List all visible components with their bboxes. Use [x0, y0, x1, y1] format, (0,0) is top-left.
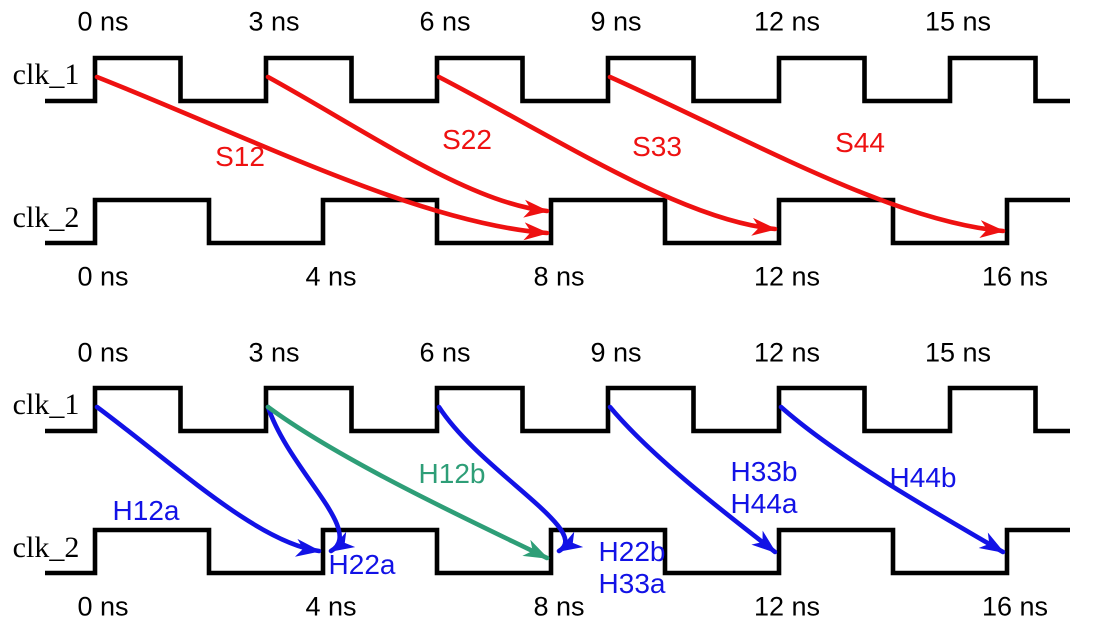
clk-2-waveform-setup-panel	[45, 197, 1070, 246]
time-label-setup-panel-clk-2: 4 ns	[305, 261, 357, 292]
arrow-h12b	[265, 404, 550, 561]
time-label-hold-panel-clk-1: 9 ns	[590, 337, 642, 368]
clk-2-waveform-hold-panel	[45, 527, 1070, 576]
arrow-s33	[436, 74, 778, 236]
time-label-hold-panel-clk-2: 0 ns	[77, 591, 129, 622]
arrow-s44	[607, 74, 1006, 239]
arrow-label-h33b-h44a: H33b H44a	[730, 455, 798, 519]
time-label-setup-panel-clk-1: 6 ns	[419, 6, 471, 37]
arrow-h33b-h44a	[607, 404, 778, 555]
time-label-hold-panel-clk-1: 12 ns	[753, 337, 821, 368]
time-label-hold-panel-clk-2: 12 ns	[753, 591, 821, 622]
arrow-label-s12: S12	[215, 140, 265, 172]
clock-name-setup-panel-clk-1: clk_1	[12, 58, 80, 91]
time-label-setup-panel-clk-1: 12 ns	[753, 6, 821, 37]
time-label-hold-panel-clk-1: 0 ns	[77, 337, 129, 368]
arrow-s22	[265, 74, 550, 218]
waveforms-layer	[45, 55, 1070, 576]
time-label-setup-panel-clk-1: 15 ns	[924, 6, 992, 37]
arrow-label-h12a: H12a	[112, 494, 180, 526]
arrow-h12a	[94, 404, 322, 557]
time-label-setup-panel-clk-2: 8 ns	[533, 261, 585, 292]
time-label-hold-panel-clk-1: 6 ns	[419, 337, 471, 368]
arrow-label-h44b: H44b	[889, 461, 957, 493]
arrow-label-h12b: H12b	[418, 457, 486, 489]
time-label-hold-panel-clk-2: 4 ns	[305, 591, 357, 622]
arrow-label-h22b-h33a: H22b H33a	[598, 535, 666, 599]
arrow-h22b-h33a	[436, 404, 584, 554]
time-label-setup-panel-clk-2: 12 ns	[753, 261, 821, 292]
time-label-setup-panel-clk-1: 3 ns	[248, 6, 300, 37]
clk-1-waveform-hold-panel	[45, 385, 1070, 434]
arrow-h22a	[265, 404, 356, 554]
clk-1-waveform-setup-panel	[45, 55, 1070, 104]
arrow-label-h22a: H22a	[328, 548, 396, 580]
clock-name-hold-panel-clk-1: clk_1	[12, 388, 80, 421]
time-label-hold-panel-clk-1: 15 ns	[924, 337, 992, 368]
arrow-label-s44: S44	[835, 126, 885, 158]
time-label-setup-panel-clk-1: 0 ns	[77, 6, 129, 37]
arrow-label-s22: S22	[442, 123, 492, 155]
arrow-h44b	[778, 404, 1006, 555]
clock-name-setup-panel-clk-2: clk_2	[12, 201, 80, 234]
arrow-s12	[94, 74, 550, 241]
time-label-hold-panel-clk-2: 8 ns	[533, 591, 585, 622]
time-label-hold-panel-clk-1: 3 ns	[248, 337, 300, 368]
arrows-layer	[94, 74, 1006, 561]
clock-name-hold-panel-clk-2: clk_2	[12, 531, 80, 564]
time-label-hold-panel-clk-2: 16 ns	[981, 591, 1049, 622]
time-label-setup-panel-clk-2: 0 ns	[77, 261, 129, 292]
time-label-setup-panel-clk-2: 16 ns	[981, 261, 1049, 292]
time-label-setup-panel-clk-1: 9 ns	[590, 6, 642, 37]
arrow-label-s33: S33	[632, 130, 682, 162]
